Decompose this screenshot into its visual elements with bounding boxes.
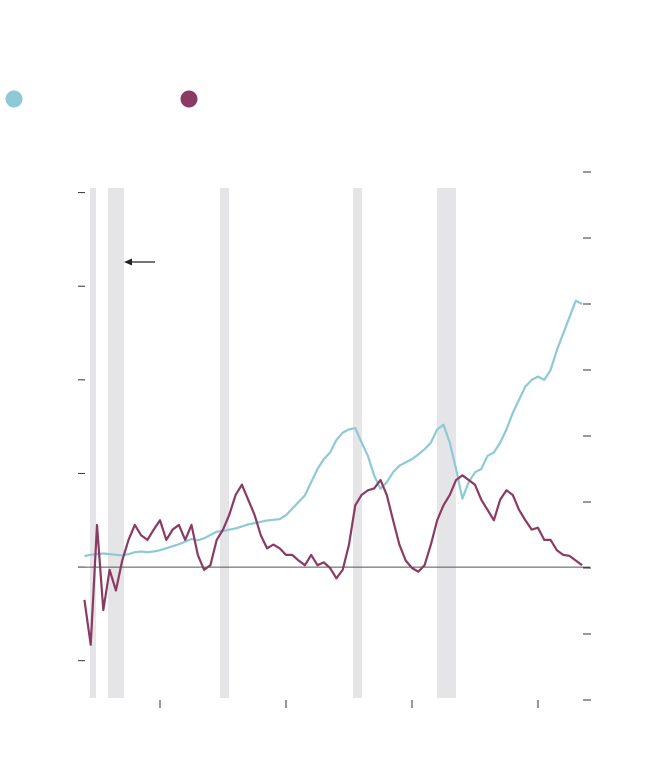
shaded-range bbox=[89, 188, 97, 698]
annotation-arrowhead bbox=[124, 258, 132, 266]
shaded-range bbox=[436, 188, 456, 698]
shade-layer bbox=[89, 188, 456, 698]
series-line bbox=[84, 299, 583, 558]
shaded-range bbox=[107, 188, 124, 698]
legend-swatch bbox=[180, 90, 198, 108]
series-line bbox=[83, 474, 583, 646]
shaded-range bbox=[219, 188, 230, 698]
legend-swatch bbox=[5, 90, 23, 108]
shaded-range bbox=[353, 188, 362, 698]
plot-layer bbox=[83, 299, 583, 646]
